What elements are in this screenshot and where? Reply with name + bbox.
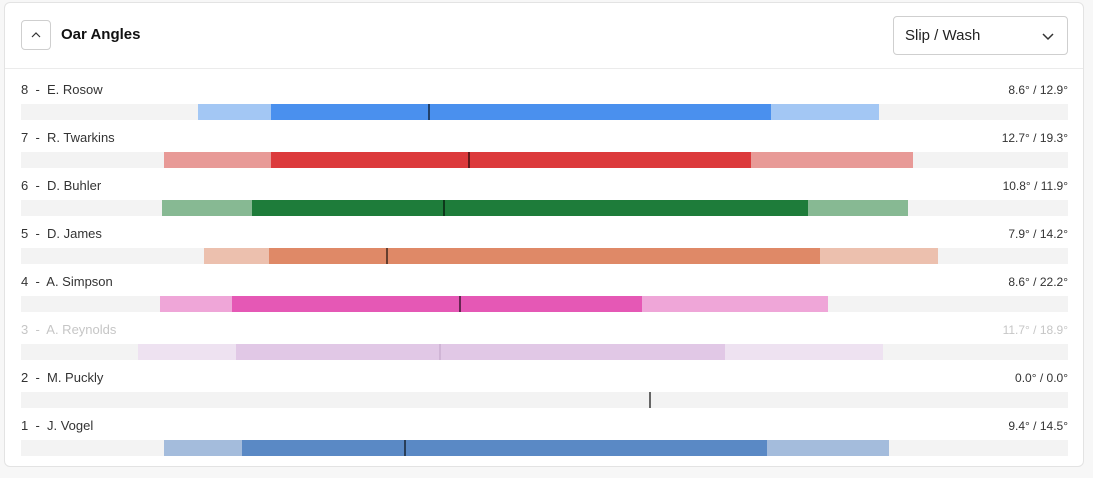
angle-marker xyxy=(443,200,445,216)
angle-marker xyxy=(459,296,461,312)
angle-marker xyxy=(468,152,470,168)
oar-angles-card: Oar Angles Slip / Wash 8 - E. Rosow 8.6° … xyxy=(4,2,1084,467)
angle-marker xyxy=(428,104,430,120)
card-title: Oar Angles xyxy=(61,26,141,43)
slip-wash-value: 0.0° / 0.0° xyxy=(1015,371,1068,385)
angle-track xyxy=(21,200,1068,216)
rower-label: 7 - R. Twarkins xyxy=(21,130,115,145)
angle-marker xyxy=(439,344,441,360)
wash-segment xyxy=(725,344,883,360)
rower-label: 1 - J. Vogel xyxy=(21,418,94,433)
angle-track xyxy=(21,440,1068,456)
rower-label: 6 - D. Buhler xyxy=(21,178,102,193)
metric-select[interactable]: Slip / Wash xyxy=(893,16,1068,55)
rower-label: 4 - A. Simpson xyxy=(21,274,113,289)
angle-marker xyxy=(649,392,651,408)
angle-marker xyxy=(386,248,388,264)
slip-wash-value: 12.7° / 19.3° xyxy=(1001,131,1068,145)
slip-segment xyxy=(164,440,242,456)
angle-track xyxy=(21,296,1068,312)
slip-wash-value: 8.6° / 22.2° xyxy=(1008,275,1068,289)
collapse-button[interactable] xyxy=(21,20,51,50)
drive-segment xyxy=(232,296,642,312)
slip-segment xyxy=(164,152,271,168)
drive-segment xyxy=(242,440,767,456)
drive-segment xyxy=(269,248,820,264)
drive-segment xyxy=(271,104,771,120)
wash-segment xyxy=(808,200,908,216)
chevron-down-icon xyxy=(1042,33,1054,41)
angle-track xyxy=(21,248,1068,264)
chevron-up-icon xyxy=(31,32,41,38)
rower-list: 8 - E. Rosow 8.6° / 12.9° 7 - R. Twarkins 1… xyxy=(5,3,1083,466)
wash-segment xyxy=(767,440,889,456)
angle-track xyxy=(21,104,1068,120)
slip-wash-value: 9.4° / 14.5° xyxy=(1008,419,1068,433)
rower-label: 2 - M. Puckly xyxy=(21,370,104,385)
drive-segment xyxy=(236,344,725,360)
rower-label: 3 - A. Reynolds xyxy=(21,322,117,337)
slip-segment xyxy=(198,104,271,120)
slip-wash-value: 7.9° / 14.2° xyxy=(1008,227,1068,241)
wash-segment xyxy=(751,152,913,168)
angle-track xyxy=(21,344,1068,360)
slip-segment xyxy=(138,344,236,360)
wash-segment xyxy=(820,248,938,264)
slip-segment xyxy=(162,200,252,216)
rower-label: 5 - D. James xyxy=(21,226,102,241)
drive-segment xyxy=(271,152,751,168)
angle-marker xyxy=(404,440,406,456)
slip-segment xyxy=(160,296,232,312)
slip-wash-value: 11.7° / 18.9° xyxy=(1002,323,1068,337)
angle-track xyxy=(21,392,1068,408)
metric-select-value: Slip / Wash xyxy=(905,27,981,44)
slip-wash-value: 10.8° / 11.9° xyxy=(1002,179,1068,193)
card-header: Oar Angles Slip / Wash xyxy=(5,3,1083,69)
drive-segment xyxy=(252,200,808,216)
slip-segment xyxy=(204,248,269,264)
angle-track xyxy=(21,152,1068,168)
wash-segment xyxy=(771,104,879,120)
rower-label: 8 - E. Rosow xyxy=(21,82,103,97)
wash-segment xyxy=(642,296,828,312)
slip-wash-value: 8.6° / 12.9° xyxy=(1008,83,1068,97)
